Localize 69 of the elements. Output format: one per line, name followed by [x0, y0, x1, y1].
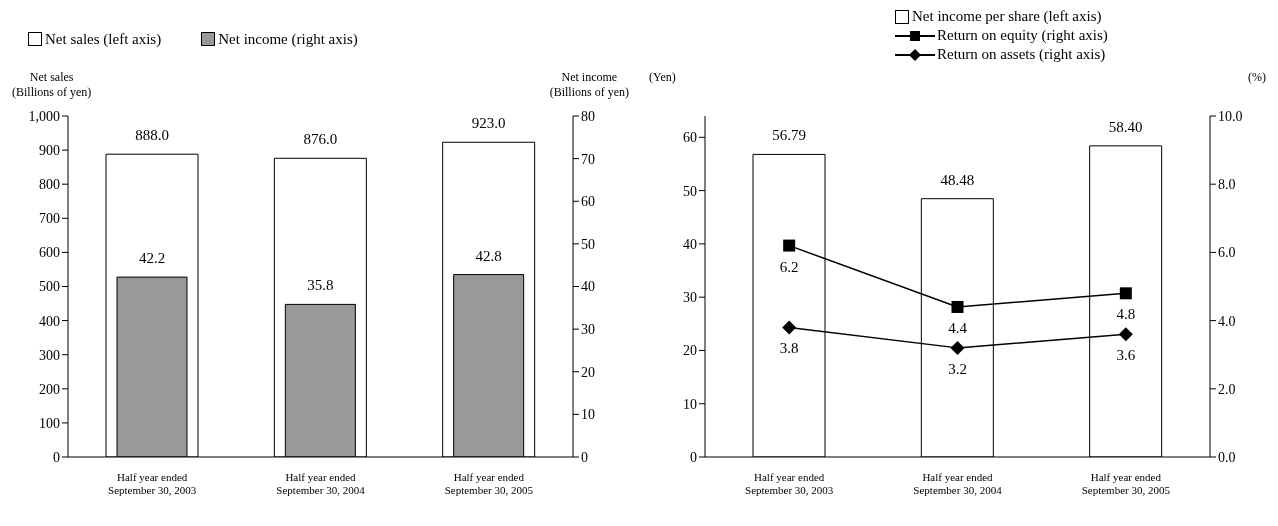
y-tick-label: 800 [39, 177, 60, 193]
y-tick-label: 300 [39, 347, 60, 363]
y2-tick-label: 50 [581, 236, 595, 252]
x-tick-label: Half year ended September 30, 2005 [1081, 471, 1171, 496]
y-tick-label: 700 [39, 211, 60, 227]
y2-tick-label: 0 [581, 449, 588, 465]
y-tick-label: 60 [683, 130, 697, 146]
data-label: 3.8 [779, 340, 799, 357]
data-label: 3.6 [1116, 347, 1136, 364]
y2-tick-label: 0.0 [1218, 449, 1236, 465]
y-tick-label: 1,000 [28, 108, 60, 124]
point [951, 300, 964, 313]
data-label: 56.79 [772, 127, 806, 144]
y-tick-label: 30 [683, 290, 697, 306]
y-tick-label: 50 [683, 183, 697, 199]
data-label: 42.8 [475, 247, 502, 264]
y-tick-label: 0 [53, 449, 60, 465]
data-label: 58.40 [1108, 118, 1143, 135]
y2-tick-label: 70 [581, 151, 595, 167]
legend-label: Return on equity (right axis) [937, 27, 1108, 44]
data-label: 6.2 [779, 258, 799, 275]
x-tick-label: Half year ended September 30, 2004 [913, 471, 1003, 496]
y2-tick-label: 2.0 [1218, 381, 1236, 397]
y2-tick-label: 20 [581, 364, 595, 380]
y2-tick-label: 40 [581, 279, 595, 295]
data-label: 888.0 [135, 127, 169, 144]
data-label: 35.8 [307, 277, 334, 294]
x-tick-label: Half year ended September 30, 2003 [108, 471, 197, 496]
legend-label: Net income per share (left axis) [912, 8, 1102, 25]
point [950, 340, 965, 355]
y-tick-label: 500 [39, 279, 60, 295]
data-label: 876.0 [303, 131, 338, 148]
y-tick-label: 20 [683, 343, 697, 359]
y-tick-label: 400 [39, 313, 60, 329]
y2-tick-label: 80 [581, 108, 595, 124]
y2-axis-title: (%) [1248, 70, 1266, 85]
data-label: 923.0 [471, 115, 506, 132]
y-tick-label: 600 [39, 245, 60, 261]
point [1119, 287, 1132, 300]
point [782, 320, 797, 335]
y-tick-label: 10 [683, 396, 697, 412]
y2-axis-title: Net income (Billions of yen) [549, 70, 629, 100]
legend-label: Return on assets (right axis) [937, 46, 1106, 63]
x-tick-label: Half year ended September 30, 2005 [444, 471, 534, 496]
data-label: 4.4 [948, 319, 968, 336]
x-tick-label: Half year ended September 30, 2003 [745, 471, 834, 496]
y2-tick-label: 10 [581, 407, 595, 423]
y-axis-title: (Yen) [649, 70, 676, 85]
y-tick-label: 40 [683, 236, 697, 252]
point [783, 239, 796, 252]
y2-tick-label: 4.0 [1218, 313, 1236, 329]
y2-tick-label: 6.0 [1218, 245, 1236, 261]
y-tick-label: 0 [690, 449, 697, 465]
data-label: 42.2 [138, 250, 166, 267]
y-axis-title: Net sales (Billions of yen) [12, 70, 92, 100]
data-label: 4.8 [1116, 306, 1136, 323]
legend-label: Net sales (left axis) [45, 30, 162, 48]
y2-tick-label: 8.0 [1218, 177, 1236, 193]
data-label: 48.48 [940, 171, 975, 188]
y-tick-label: 900 [39, 143, 60, 159]
y-tick-label: 200 [39, 381, 60, 397]
point [1118, 327, 1133, 342]
data-label: 3.2 [948, 360, 967, 377]
legend-label: Net income (right axis) [218, 30, 358, 48]
y2-tick-label: 60 [581, 194, 595, 210]
y-tick-label: 100 [39, 415, 60, 431]
y2-tick-label: 30 [581, 322, 595, 338]
y2-tick-label: 10.0 [1218, 108, 1243, 124]
x-tick-label: Half year ended September 30, 2004 [276, 471, 366, 496]
